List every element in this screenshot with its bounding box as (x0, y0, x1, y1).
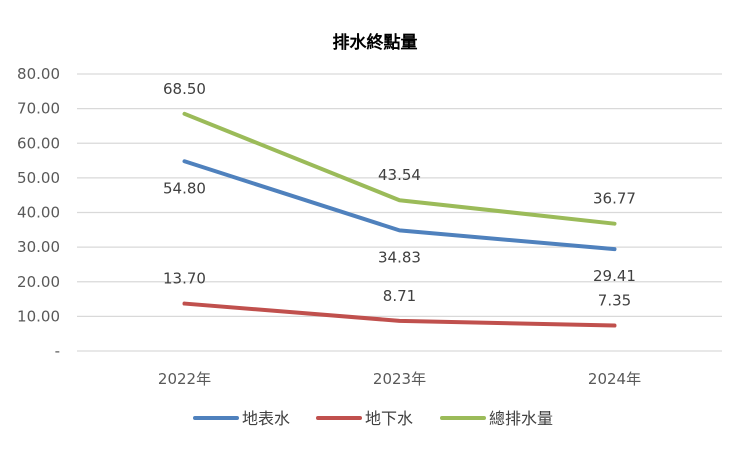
y-tick-label: 40.00 (17, 204, 60, 222)
y-tick-label: 30.00 (17, 238, 60, 256)
y-tick-label: 60.00 (17, 134, 60, 152)
data-label: 36.77 (593, 190, 636, 208)
data-label: 29.41 (593, 267, 636, 285)
gridlines (77, 73, 722, 352)
y-axis: - 10.00 20.00 30.00 40.00 50.00 60.00 70.00 80.0… (17, 65, 60, 360)
legend-label: 地表水 (242, 409, 290, 428)
data-label: 8.71 (383, 287, 416, 305)
x-tick-label: 2024年 (588, 370, 641, 388)
y-tick-label: 10.00 (17, 307, 60, 325)
x-tick-label: 2023年 (373, 370, 426, 388)
y-tick-label: 70.00 (17, 100, 60, 118)
legend-item: 地下水 (316, 409, 413, 428)
x-axis: 2022年 2023年 2024年 (158, 370, 641, 388)
y-tick-label: 50.00 (17, 169, 60, 187)
chart-title: 排水終點量 (333, 32, 418, 53)
data-label: 7.35 (598, 292, 631, 310)
y-tick-label: 20.00 (17, 273, 60, 291)
data-label: 43.54 (378, 166, 421, 184)
x-tick-label: 2022年 (158, 370, 211, 388)
legend: 地表水 地下水 總排水量 (193, 409, 553, 428)
series-lines (182, 111, 617, 328)
data-label: 54.80 (163, 179, 206, 197)
data-label: 34.83 (378, 248, 421, 266)
series-line (182, 301, 617, 328)
data-label: 13.70 (163, 270, 206, 288)
legend-item: 地表水 (193, 409, 290, 428)
series-line (182, 111, 617, 226)
data-labels: 54.80 34.83 29.41 13.70 8.71 7.35 68.50 43.54 36… (163, 80, 636, 310)
y-tick-label: 80.00 (17, 65, 60, 83)
series-line (182, 159, 617, 252)
data-label: 68.50 (163, 80, 206, 98)
legend-label: 總排水量 (489, 409, 553, 428)
legend-item: 總排水量 (440, 409, 553, 428)
legend-label: 地下水 (365, 409, 413, 428)
y-tick-label: - (55, 342, 60, 360)
